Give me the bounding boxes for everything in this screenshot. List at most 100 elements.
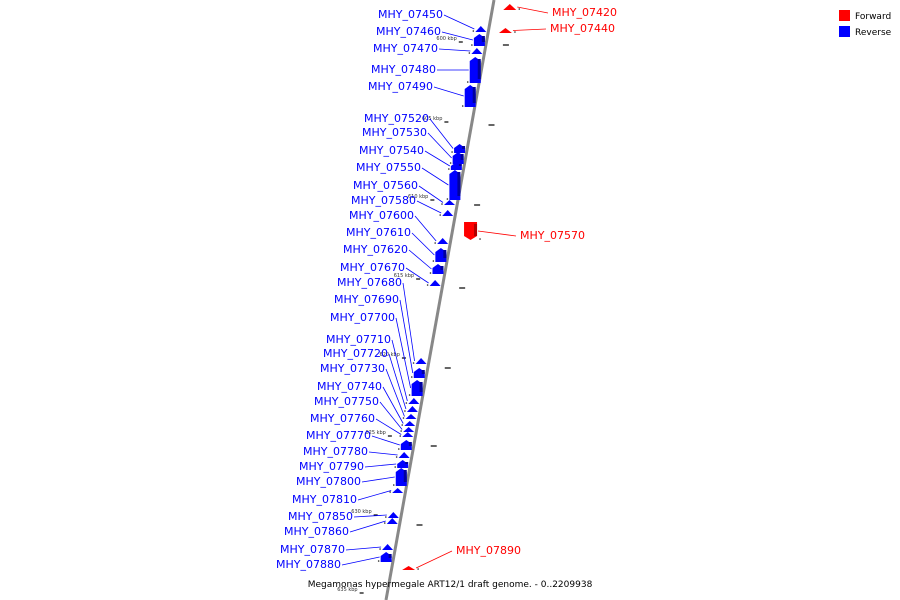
gene-label-mhy_07770[interactable]: MHY_07770: [306, 429, 371, 442]
feature-dot: [400, 430, 402, 432]
gene-feature-shade: [481, 36, 485, 42]
feature-dot: [395, 456, 398, 458]
gene-feature-mhy_07570[interactable]: [464, 222, 478, 240]
gene-label-mhy_07750[interactable]: MHY_07750: [314, 395, 379, 408]
gene-label-mhy_07730[interactable]: MHY_07730: [320, 362, 385, 375]
gene-label-mhy_07600[interactable]: MHY_07600: [349, 209, 414, 222]
gene-label-mhy_07450[interactable]: MHY_07450: [378, 8, 443, 21]
leader-line-mhy_07470: [438, 48, 471, 52]
gene-label-mhy_07620[interactable]: MHY_07620: [343, 243, 408, 256]
leader-line-mhy_07440: [512, 28, 547, 31]
gene-label-mhy_07480[interactable]: MHY_07480: [371, 63, 436, 76]
feature-dot: [451, 151, 453, 153]
gene-feature-mhy_07760[interactable]: [402, 432, 414, 437]
genome-caption: Megamonas hypermegale ART12/1 draft geno…: [308, 580, 593, 590]
gene-feature-mhy_07860[interactable]: [386, 518, 398, 524]
gene-label-mhy_07700[interactable]: MHY_07700: [330, 311, 395, 324]
gene-feature-mhy_07740[interactable]: [404, 421, 416, 426]
gene-feature-mhy_07870[interactable]: [382, 544, 394, 550]
gene-label-mhy_07580[interactable]: MHY_07580: [351, 194, 416, 207]
legend-swatch-reverse: [839, 26, 850, 37]
gene-label-mhy_07560[interactable]: MHY_07560: [353, 179, 418, 192]
tick-label: 615 kbp: [394, 273, 414, 279]
gene-feature-mhy_07600[interactable]: [437, 238, 449, 244]
gene-feature-mhy_07670[interactable]: [429, 280, 441, 286]
gene-label-mhy_07810[interactable]: MHY_07810: [292, 493, 357, 506]
gene-feature-mhy_07850[interactable]: [387, 512, 399, 518]
gene-feature-mhy_07750[interactable]: [403, 427, 415, 432]
gene-label-mhy_07790[interactable]: MHY_07790: [299, 460, 364, 473]
gene-label-mhy_07490[interactable]: MHY_07490: [368, 80, 433, 93]
gene-features: [377, 4, 521, 570]
leader-line-mhy_07620: [408, 249, 432, 270]
gene-label-mhy_07780[interactable]: MHY_07780: [303, 445, 368, 458]
feature-dot: [394, 466, 397, 468]
leader-line-mhy_07760: [375, 418, 402, 435]
gene-label-mhy_07890[interactable]: MHY_07890: [456, 544, 521, 557]
gene-label-mhy_07880[interactable]: MHY_07880: [276, 558, 341, 571]
tick-label: 635 kbp: [337, 587, 357, 593]
gene-feature-mhy_07450[interactable]: [475, 26, 487, 32]
gene-label-mhy_07530[interactable]: MHY_07530: [362, 126, 427, 139]
gene-label-mhy_07870[interactable]: MHY_07870: [280, 543, 345, 556]
tick-label: 605 kbp: [422, 116, 442, 122]
gene-label-mhy_07420[interactable]: MHY_07420: [552, 6, 617, 19]
leader-line-mhy_07420: [517, 6, 549, 14]
leader-line-mhy_07520: [429, 118, 454, 149]
feature-dot: [468, 52, 471, 54]
gene-label-mhy_07540[interactable]: MHY_07540: [359, 144, 424, 157]
gene-label-mhy_07680[interactable]: MHY_07680: [337, 276, 402, 289]
gene-label-mhy_07690[interactable]: MHY_07690: [334, 293, 399, 306]
feature-dot: [412, 362, 415, 364]
leader-line-mhy_07450: [443, 14, 475, 30]
gene-label-mhy_07670[interactable]: MHY_07670: [340, 261, 405, 274]
gene-label-mhy_07720[interactable]: MHY_07720: [323, 347, 388, 360]
leader-line-mhy_07680: [402, 282, 415, 362]
feature-dot: [479, 238, 481, 240]
gene-feature-shade: [408, 442, 412, 446]
gene-feature-shade: [443, 250, 447, 258]
gene-feature-mhy_07730[interactable]: [405, 414, 417, 419]
feature-dot: [392, 484, 395, 486]
feature-dot: [434, 242, 436, 244]
gene-feature-mhy_07720[interactable]: [406, 406, 418, 412]
gene-label-mhy_07440[interactable]: MHY_07440: [550, 22, 615, 35]
gene-feature-mhy_07420[interactable]: [503, 4, 517, 10]
gene-label-mhy_07460[interactable]: MHY_07460: [376, 25, 441, 38]
gene-label-mhy_07850[interactable]: MHY_07850: [288, 510, 353, 523]
leader-line-mhy_07730: [385, 368, 405, 417]
gene-feature-mhy_07680[interactable]: [415, 358, 427, 364]
gene-label-mhy_07470[interactable]: MHY_07470: [373, 42, 438, 55]
feature-dot: [398, 448, 400, 450]
gene-label-mhy_07610[interactable]: MHY_07610: [346, 226, 411, 239]
leader-line-mhy_07570: [477, 230, 517, 237]
genome-backbone: [384, 0, 496, 600]
gene-label-mhy_07760[interactable]: MHY_07760: [310, 412, 375, 425]
feature-dot: [441, 203, 443, 205]
gene-feature-mhy_07560[interactable]: [444, 200, 455, 205]
leader-line-mhy_07700: [395, 317, 411, 389]
gene-label-mhy_07740[interactable]: MHY_07740: [317, 380, 382, 393]
gene-feature-mhy_07710[interactable]: [408, 398, 420, 404]
gene-feature-mhy_07890[interactable]: [402, 566, 416, 570]
leader-line-mhy_07800: [361, 476, 395, 483]
gene-feature-mhy_07810[interactable]: [392, 488, 404, 493]
feature-dot: [439, 214, 442, 216]
gene-feature-shade: [419, 382, 423, 392]
gene-feature-mhy_07580[interactable]: [442, 210, 454, 216]
leader-line-mhy_07460: [441, 31, 473, 41]
gene-label-mhy_07800[interactable]: MHY_07800: [296, 475, 361, 488]
gene-label-mhy_07710[interactable]: MHY_07710: [326, 333, 391, 346]
gene-label-mhy_07570[interactable]: MHY_07570: [520, 229, 585, 242]
gene-feature-mhy_07780[interactable]: [398, 452, 410, 458]
gene-feature-mhy_07440[interactable]: [498, 28, 512, 33]
gene-label-mhy_07860[interactable]: MHY_07860: [284, 525, 349, 538]
feature-dot: [383, 522, 386, 524]
gene-feature-mhy_07470[interactable]: [471, 48, 483, 54]
feature-dot: [377, 560, 380, 562]
leader-line-mhy_07540: [424, 150, 451, 167]
gene-label-mhy_07520[interactable]: MHY_07520: [364, 112, 429, 125]
gene-label-mhy_07550[interactable]: MHY_07550: [356, 161, 421, 174]
tick-label: 610 kbp: [408, 194, 428, 200]
